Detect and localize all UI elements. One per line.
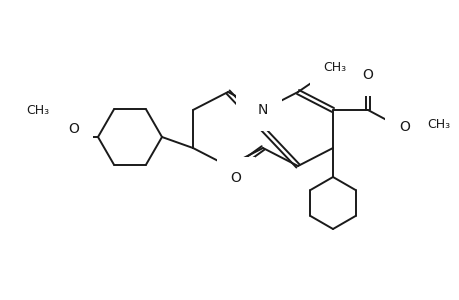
Text: CH₃: CH₃ <box>26 104 50 118</box>
Text: O: O <box>362 68 373 82</box>
Text: CH₃: CH₃ <box>426 118 449 131</box>
Text: O: O <box>68 122 79 136</box>
Text: O: O <box>230 171 241 185</box>
Text: CH₃: CH₃ <box>322 61 345 74</box>
Text: N: N <box>257 103 268 117</box>
Text: H: H <box>248 94 257 106</box>
Text: O: O <box>398 120 409 134</box>
